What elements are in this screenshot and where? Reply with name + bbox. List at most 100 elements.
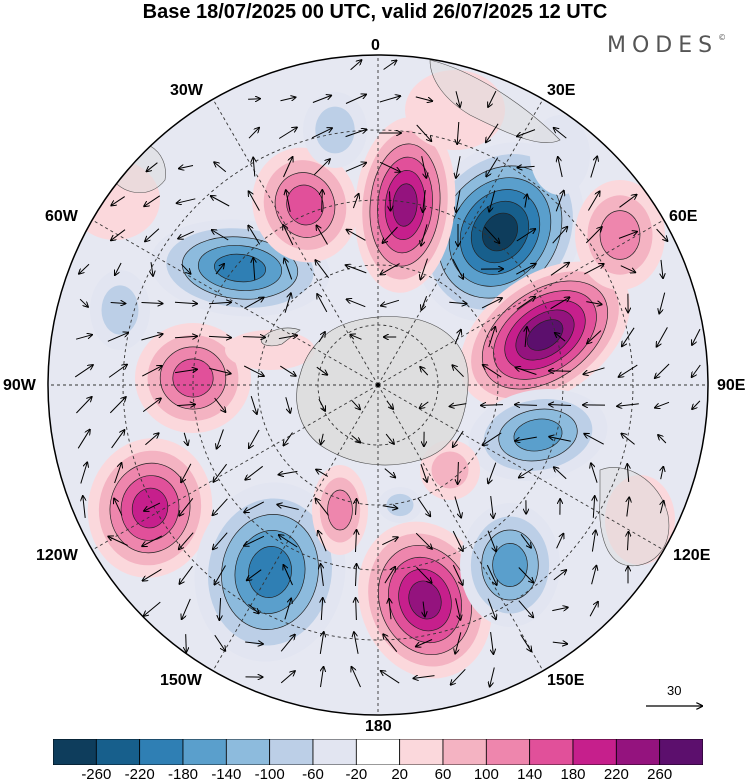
colorbar-swatch — [615, 739, 661, 765]
wind-arrow — [245, 465, 264, 479]
wind-arrow — [278, 128, 297, 139]
wind-arrow — [420, 367, 429, 376]
meridian-line — [207, 384, 379, 680]
wind-arrow — [487, 530, 496, 552]
wind-arrow — [280, 365, 295, 376]
wind-arrow — [316, 470, 329, 477]
anomaly-contour — [248, 546, 292, 598]
wind-vectors — [74, 60, 701, 688]
wind-arrow — [423, 601, 425, 617]
wind-arrow — [383, 226, 398, 243]
colorbar-swatch — [95, 739, 141, 765]
wind-arrow — [390, 191, 391, 210]
wind-arrow — [488, 462, 497, 484]
wind-arrow — [591, 566, 597, 585]
wind-arrow — [421, 156, 427, 178]
wind-arrow — [284, 259, 293, 280]
wind-arrow — [385, 433, 394, 444]
wind-arrow — [656, 228, 668, 241]
wind-arrow — [483, 365, 502, 378]
wind-arrow — [279, 535, 298, 548]
wind-arrow — [186, 634, 187, 652]
wind-arrow — [284, 599, 291, 620]
lon-label-90e: 90E — [717, 377, 746, 394]
wind-arrow — [487, 598, 496, 620]
colorbar-swatch — [442, 739, 487, 765]
wind-arrow — [321, 564, 324, 586]
wind-arrow — [383, 634, 398, 653]
wind-arrow — [277, 505, 299, 510]
wind-arrow — [455, 632, 462, 653]
colorbar-swatch — [139, 739, 184, 765]
wind-arrow — [321, 667, 324, 688]
map-title: Base 18/07/2025 00 UTC, valid 26/07/2025… — [142, 1, 608, 23]
wind-arrow — [345, 163, 366, 172]
anomaly-contour — [481, 212, 519, 252]
wind-arrow — [659, 292, 666, 314]
wind-arrow — [248, 226, 261, 245]
wind-arrow — [322, 190, 323, 213]
wind-arrow — [420, 401, 429, 408]
wind-arrow — [661, 467, 664, 480]
wind-arrow — [515, 436, 537, 441]
anomaly-contour — [492, 543, 528, 587]
wind-arrow — [312, 96, 331, 103]
wind-arrow — [380, 263, 400, 275]
wind-arrow — [347, 299, 366, 308]
wind-arrow — [621, 434, 635, 445]
wind-arrow — [114, 499, 123, 516]
lon-label-180: 180 — [365, 718, 392, 735]
wind-arrow — [214, 634, 225, 651]
wind-arrow — [484, 226, 500, 243]
wind-arrow — [481, 298, 502, 309]
wind-arrow — [142, 398, 161, 413]
wind-arrow — [481, 405, 504, 406]
wind-arrow — [618, 232, 637, 239]
lon-label-150w: 150W — [160, 672, 202, 689]
wind-arrow — [283, 225, 294, 246]
wind-arrow — [517, 166, 535, 167]
wind-arrow — [79, 298, 88, 307]
wind-arrow — [554, 128, 567, 139]
wind-arrow — [486, 123, 499, 142]
colorbar-swatch — [53, 739, 97, 765]
wind-arrow — [421, 296, 428, 310]
wind-arrow — [179, 166, 194, 169]
wind-arrow — [515, 405, 538, 406]
wind-arrow — [356, 564, 357, 587]
wind-arrow — [213, 532, 228, 550]
wind-arrow — [181, 263, 191, 273]
wind-arrow — [555, 191, 564, 212]
colorbar-tick-label: -60 — [302, 766, 324, 783]
colorbar-swatch — [485, 739, 531, 765]
wind-arrow — [421, 224, 428, 245]
wind-arrow — [525, 327, 527, 347]
wind-arrow — [483, 432, 502, 445]
wind-arrow — [587, 192, 599, 211]
wind-arrow — [420, 464, 427, 482]
wind-arrow — [212, 230, 229, 241]
wind-arrow — [423, 190, 426, 212]
wind-arrow — [317, 226, 328, 245]
wind-arrow — [179, 532, 194, 550]
wind-arrow — [657, 327, 668, 346]
wind-arrow — [517, 129, 536, 137]
lon-label-150e: 150E — [547, 672, 585, 689]
wind-arrow — [491, 496, 494, 518]
colorbar-swatch — [182, 739, 227, 765]
wind-arrow — [208, 302, 231, 304]
wind-arrow — [184, 432, 188, 445]
colorbar-tick-label: 260 — [647, 766, 673, 783]
wind-arrow — [145, 228, 160, 242]
wind-arrow — [382, 506, 398, 509]
colorbar-tick-label: -100 — [254, 766, 285, 783]
wind-arrow — [217, 429, 224, 448]
wind-arrow — [174, 336, 197, 338]
colorbar-tick-label: -140 — [211, 766, 242, 783]
wind-arrow — [450, 404, 467, 407]
lon-label-120w: 120W — [36, 547, 78, 564]
wind-arrow — [278, 335, 297, 338]
wind-arrow — [313, 159, 330, 176]
colorbar-swatch — [399, 739, 444, 765]
wind-arrow — [318, 332, 325, 343]
